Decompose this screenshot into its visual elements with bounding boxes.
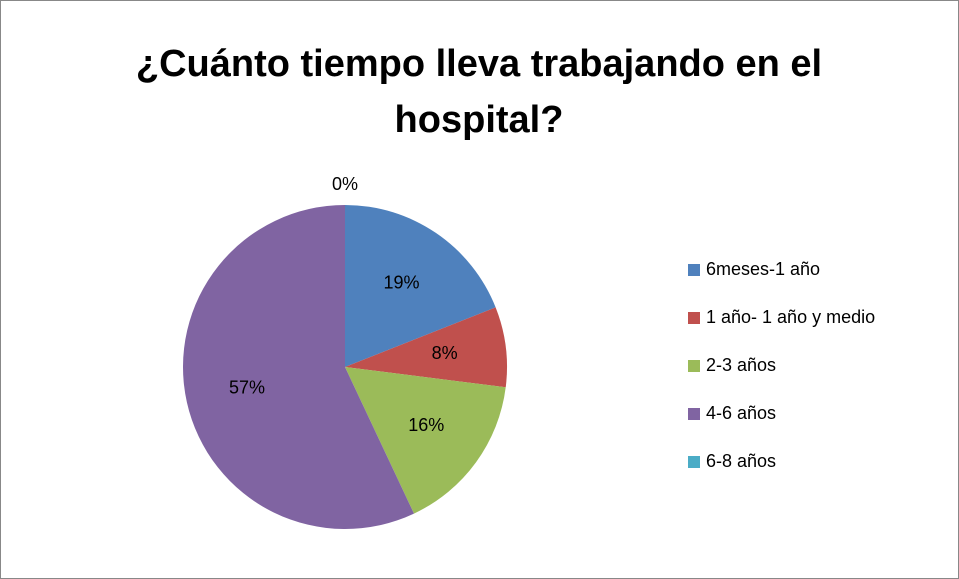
pie-slice	[345, 307, 508, 388]
legend-swatch	[688, 456, 700, 468]
data-label: 8%	[432, 343, 458, 363]
legend-swatch	[688, 360, 700, 372]
pie-slice	[345, 367, 506, 514]
legend-label: 2-3 años	[706, 355, 776, 375]
pie-slice	[345, 205, 496, 367]
chart-title: ¿Cuánto tiempo lleva trabajando en el ho…	[135, 43, 823, 141]
data-label: 0%	[332, 174, 358, 194]
legend-label: 4-6 años	[706, 403, 776, 423]
data-label: 19%	[383, 273, 419, 293]
legend-swatch	[688, 312, 700, 324]
legend-swatch	[688, 408, 700, 420]
data-label: 16%	[408, 415, 444, 435]
legend-label: 1 año- 1 año y medio	[706, 307, 875, 327]
data-label: 57%	[229, 378, 265, 398]
pie-slice	[182, 205, 414, 530]
legend-label: 6-8 años	[706, 451, 776, 471]
legend-swatch	[688, 264, 700, 276]
legend-label: 6meses-1 año	[706, 259, 820, 279]
